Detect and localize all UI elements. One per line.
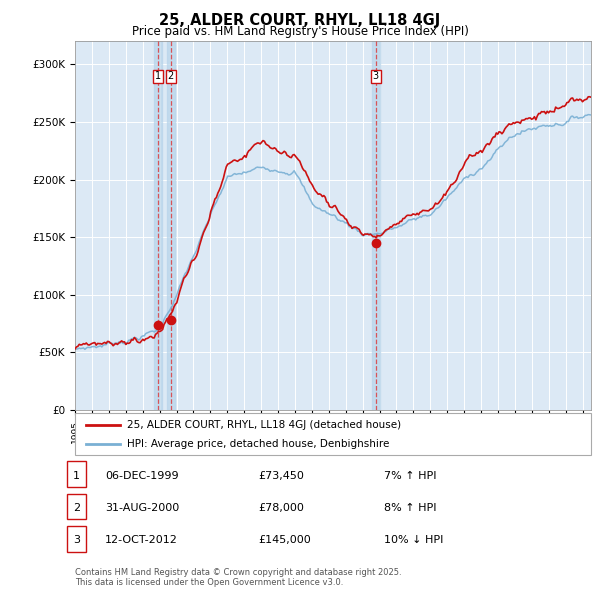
Text: 1: 1 xyxy=(73,471,80,480)
Text: 12-OCT-2012: 12-OCT-2012 xyxy=(105,536,178,545)
Text: 25, ALDER COURT, RHYL, LL18 4GJ (detached house): 25, ALDER COURT, RHYL, LL18 4GJ (detache… xyxy=(127,420,401,430)
Text: £78,000: £78,000 xyxy=(258,503,304,513)
Text: £145,000: £145,000 xyxy=(258,536,311,545)
Text: 2: 2 xyxy=(73,503,80,513)
Bar xyxy=(167,41,175,410)
Text: 2: 2 xyxy=(167,71,174,81)
Text: 06-DEC-1999: 06-DEC-1999 xyxy=(105,471,179,480)
Text: Price paid vs. HM Land Registry's House Price Index (HPI): Price paid vs. HM Land Registry's House … xyxy=(131,25,469,38)
Text: 1: 1 xyxy=(155,71,161,81)
Text: HPI: Average price, detached house, Denbighshire: HPI: Average price, detached house, Denb… xyxy=(127,439,389,449)
Text: 7% ↑ HPI: 7% ↑ HPI xyxy=(384,471,437,480)
Bar xyxy=(371,41,380,410)
Text: £73,450: £73,450 xyxy=(258,471,304,480)
Text: 8% ↑ HPI: 8% ↑ HPI xyxy=(384,503,437,513)
Text: Contains HM Land Registry data © Crown copyright and database right 2025.
This d: Contains HM Land Registry data © Crown c… xyxy=(75,568,401,587)
Bar xyxy=(154,41,163,410)
Text: 31-AUG-2000: 31-AUG-2000 xyxy=(105,503,179,513)
Text: 3: 3 xyxy=(373,71,379,81)
Text: 3: 3 xyxy=(73,536,80,545)
Text: 10% ↓ HPI: 10% ↓ HPI xyxy=(384,536,443,545)
Text: 25, ALDER COURT, RHYL, LL18 4GJ: 25, ALDER COURT, RHYL, LL18 4GJ xyxy=(160,13,440,28)
